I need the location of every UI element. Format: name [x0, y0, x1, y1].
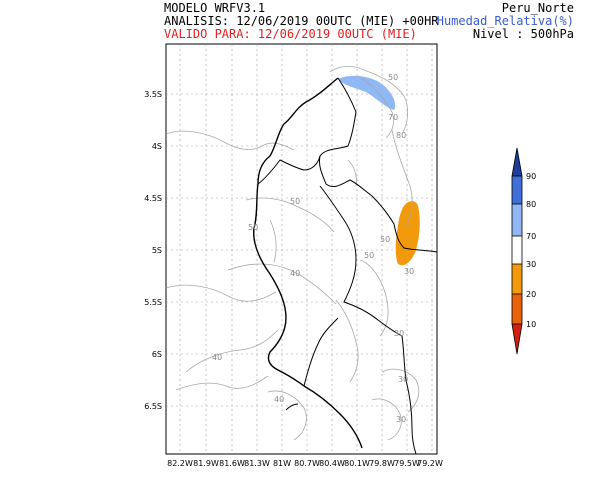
lon-label: 82.2W — [167, 459, 193, 468]
legend-swatch-90-up — [512, 148, 522, 176]
lon-label: 79.5W — [394, 459, 420, 468]
lon-label: 80.1W — [344, 459, 370, 468]
country-border — [257, 77, 438, 455]
model-title: MODELO WRFV3.1 — [164, 1, 266, 15]
legend-swatch-30-70 — [512, 236, 522, 264]
legend-swatch-20-30 — [512, 264, 522, 294]
contour-label-9: 30 — [404, 267, 414, 276]
legend-label-80: 80 — [526, 200, 536, 209]
contour-label-8: 50 — [364, 251, 374, 260]
legend-swatch-70-80 — [512, 204, 522, 236]
lon-label: 79.8W — [369, 459, 395, 468]
lon-label: 81.9W — [193, 459, 219, 468]
lat-label: 6S — [152, 350, 162, 359]
lon-label: 81W — [273, 459, 291, 468]
contour-label-4: 50 — [290, 197, 300, 206]
lon-label: 81.6W — [219, 459, 245, 468]
contour-label-13: 30 — [398, 375, 408, 384]
lat-label: 5S — [152, 246, 162, 255]
legend-label-70: 70 — [526, 232, 536, 241]
region-name: Peru_Norte — [501, 1, 574, 15]
analysis-time: ANALISIS: 12/06/2019 00UTC (MIE) +00HR — [164, 14, 439, 28]
contour-label-1: 50 — [388, 73, 398, 82]
lat-label: 4S — [152, 142, 162, 151]
legend-label-20: 20 — [526, 290, 536, 299]
lat-label: 5.5S — [144, 298, 162, 307]
valid-time: VALIDO PARA: 12/06/2019 00UTC (MIE) — [164, 27, 417, 41]
lat-label: 4.5S — [144, 194, 162, 203]
lat-label: 3.5S — [144, 90, 162, 99]
legend-label-10: 10 — [526, 320, 536, 329]
legend-swatch-80-90 — [512, 176, 522, 204]
lon-label: 81.3W — [244, 459, 270, 468]
contour-label-3: 80 — [396, 131, 406, 140]
contour-label-11: 40 — [212, 353, 222, 362]
lat-label: 6.5S — [144, 402, 162, 411]
contour-label-14: 30 — [396, 415, 406, 424]
lon-label: 80.4W — [319, 459, 345, 468]
lon-label: 79.2W — [417, 459, 443, 468]
humidity-contours — [165, 66, 420, 441]
humidity-70-80-area — [338, 75, 396, 110]
color-bar: 90 80 70 30 20 10 — [511, 147, 536, 355]
variable-name: Humedad_Relativa(%) — [436, 14, 574, 28]
legend-label-30: 30 — [526, 260, 536, 269]
contour-label-2: 70 — [388, 113, 398, 122]
contour-label-7: 50 — [380, 235, 390, 244]
pressure-level: Nivel : 500hPa — [472, 27, 574, 41]
contour-label-6: 40 — [290, 269, 300, 278]
graticule — [166, 44, 437, 454]
contour-label-5: 50 — [248, 223, 258, 232]
legend-swatch-10-20 — [512, 294, 522, 324]
contour-label-10: 30 — [394, 329, 404, 338]
lon-label: 80.7W — [294, 459, 320, 468]
legend-swatch-below-10 — [512, 324, 522, 354]
legend-label-90: 90 — [526, 172, 536, 181]
contour-label-12: 40 — [274, 395, 284, 404]
